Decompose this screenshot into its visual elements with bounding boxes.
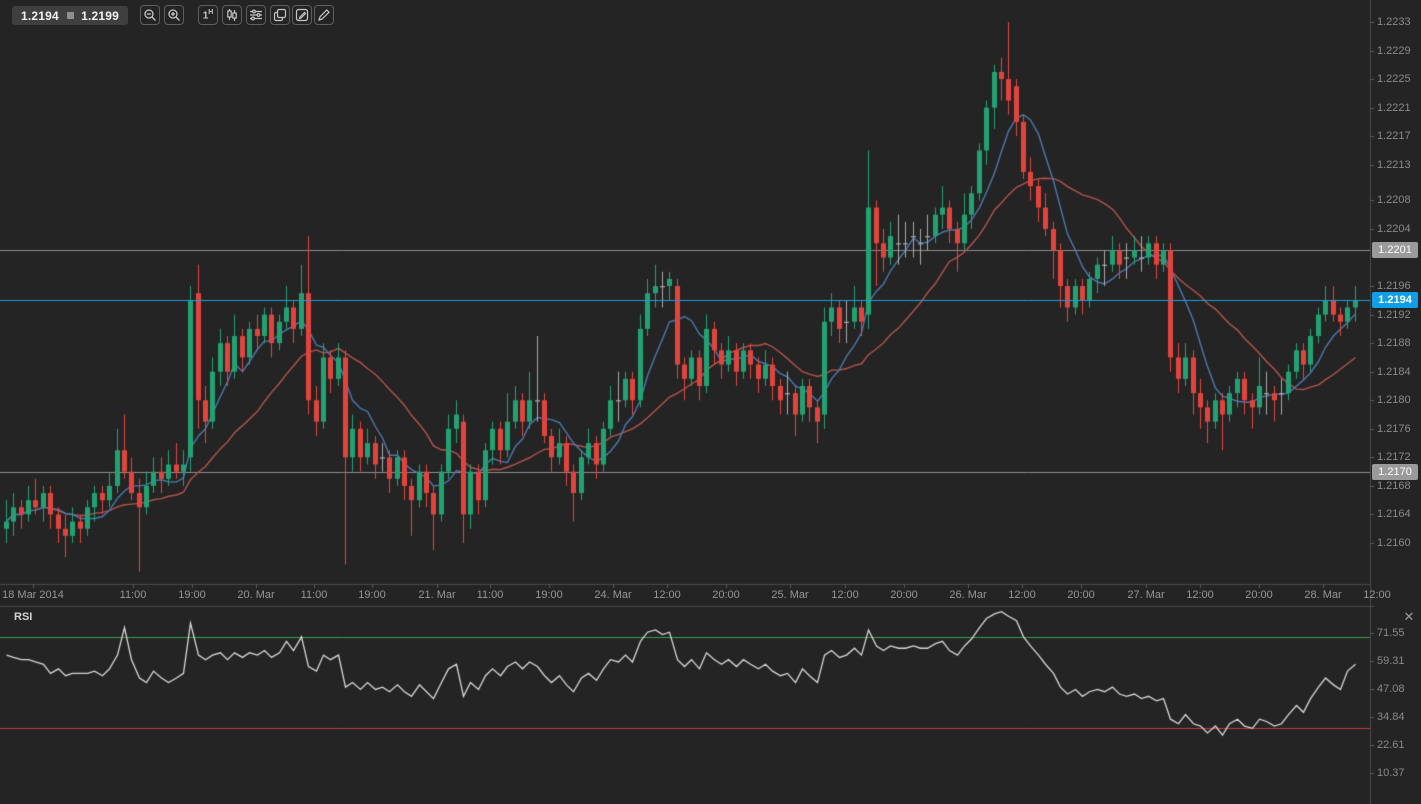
price-axis-tick: 1.2196: [1377, 280, 1411, 293]
price-axis-tick: 1.2225: [1377, 73, 1411, 86]
time-axis-tick: 12:00: [1008, 589, 1036, 601]
rsi-axis-tick: 22.61: [1377, 739, 1405, 752]
time-axis-tick: 11:00: [119, 589, 147, 601]
price-axis-tick: 1.2172: [1377, 451, 1411, 464]
rsi-axis-tick: 10.37: [1377, 767, 1405, 780]
price-axis-tick: 1.2233: [1377, 16, 1411, 28]
chart-type-button[interactable]: [222, 5, 242, 25]
price-axis-tick: 1.2204: [1377, 222, 1411, 235]
rsi-axis-tick: 34.84: [1377, 711, 1405, 724]
time-axis-tick: 21. Mar: [418, 589, 456, 601]
time-axis-tick: 12:00: [653, 589, 681, 601]
time-axis-tick: 20:00: [1067, 589, 1095, 601]
time-axis-tick: 20:00: [890, 589, 918, 601]
indicator-settings-button[interactable]: [246, 5, 266, 25]
time-axis-tick: 20:00: [1245, 589, 1273, 601]
price-axis-tick: 1.2160: [1377, 537, 1411, 549]
copy-icon: [273, 8, 287, 22]
time-axis-tick: 19:00: [178, 589, 206, 601]
pencil-icon: [317, 8, 331, 22]
edit-icon: [295, 8, 309, 22]
time-axis-tick: 11:00: [300, 589, 328, 601]
sliders-icon: [249, 8, 263, 22]
copy-chart-button[interactable]: [270, 5, 290, 25]
sell-button[interactable]: 1.2194: [21, 8, 59, 23]
time-axis-tick: 20:00: [712, 589, 740, 601]
time-axis-tick: 12:00: [831, 589, 859, 601]
price-axis-tick: 1.2208: [1377, 194, 1411, 207]
price-axis-tick: 1.2192: [1377, 308, 1411, 321]
timeframe-icon: 1H: [202, 8, 214, 22]
buy-button[interactable]: 1.2199: [81, 8, 119, 23]
edit-chart-button[interactable]: [292, 5, 312, 25]
price-level-badge: 1.2170: [1372, 463, 1418, 480]
candlestick-chart-icon: [225, 8, 239, 22]
time-axis-tick: 19:00: [535, 589, 563, 601]
price-axis[interactable]: [1371, 0, 1421, 604]
timeframe-button[interactable]: 1H: [198, 5, 218, 25]
time-axis-tick: 25. Mar: [771, 589, 809, 601]
zoom-out-icon: [143, 8, 157, 22]
rsi-axis-tick: 59.31: [1377, 655, 1405, 668]
time-axis-tick: 12:00: [1186, 589, 1214, 601]
rsi-axis-tick: 47.08: [1377, 683, 1405, 696]
time-axis-tick: 28. Mar: [1304, 589, 1342, 601]
price-axis-tick: 1.2221: [1377, 101, 1411, 114]
price-axis-tick: 1.2176: [1377, 422, 1411, 435]
price-axis-tick: 1.2213: [1377, 158, 1411, 171]
draw-button[interactable]: [314, 5, 334, 25]
current-price-badge: 1.2194: [1372, 292, 1418, 309]
price-axis-tick: 1.2184: [1377, 365, 1411, 378]
time-axis-tick: 27. Mar: [1127, 589, 1165, 601]
time-axis-tick: 24. Mar: [594, 589, 632, 601]
price-axis-tick: 1.2217: [1377, 130, 1411, 143]
rsi-close-button[interactable]: ✕: [1403, 609, 1415, 624]
price-axis-tick: 1.2180: [1377, 394, 1411, 407]
time-axis-tick: 12:00: [1363, 589, 1391, 601]
price-axis-tick: 1.2168: [1377, 479, 1411, 492]
time-axis-tick: 18 Mar 2014: [2, 589, 64, 601]
rsi-indicator-label: RSI: [14, 611, 33, 623]
quote-panel: 1.2194 1.2199: [12, 6, 128, 25]
time-axis[interactable]: [0, 585, 1370, 605]
price-axis-tick: 1.2229: [1377, 44, 1411, 57]
time-axis-tick: 26. Mar: [949, 589, 987, 601]
rsi-axis-tick: 71.55: [1377, 627, 1405, 640]
time-axis-tick: 20. Mar: [237, 589, 275, 601]
spread-separator: [66, 12, 74, 19]
price-axis-tick: 1.2188: [1377, 337, 1411, 350]
zoom-in-icon: [167, 8, 181, 22]
price-axis-tick: 1.2164: [1377, 508, 1411, 521]
top-toolbar: 1.2194 1.2199 1H: [0, 0, 1421, 30]
price-level-badge: 1.2201: [1372, 242, 1418, 259]
time-axis-tick: 19:00: [358, 589, 386, 601]
zoom-in-button[interactable]: [164, 5, 184, 25]
zoom-out-button[interactable]: [140, 5, 160, 25]
time-axis-tick: 11:00: [476, 589, 504, 601]
